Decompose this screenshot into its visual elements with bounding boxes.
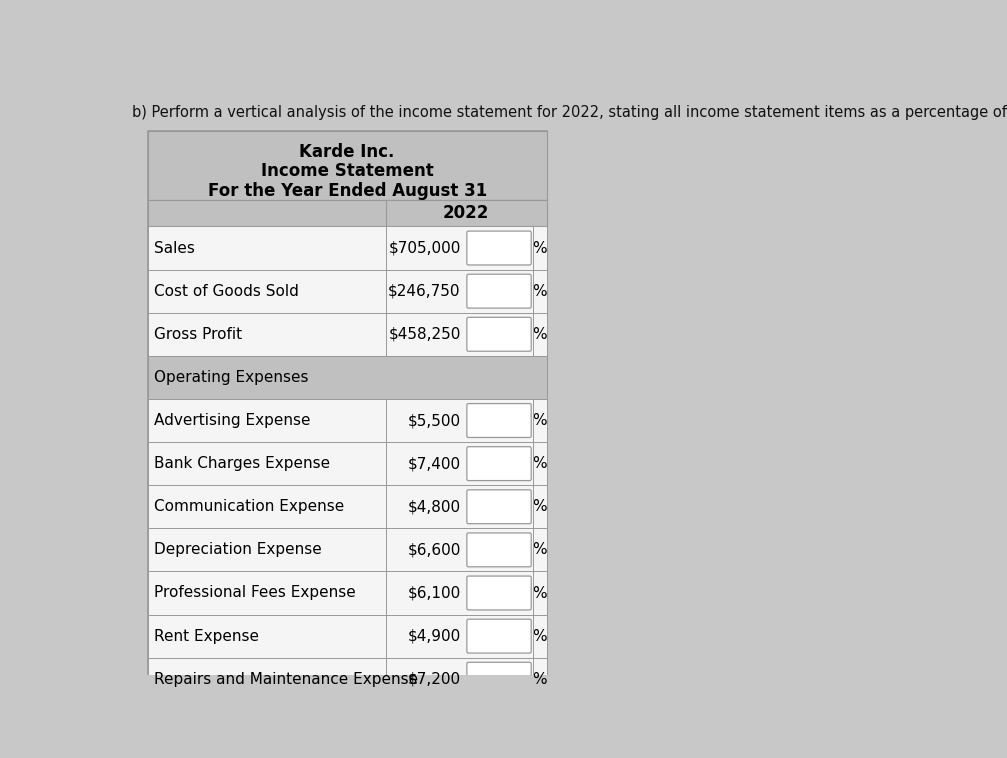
FancyBboxPatch shape xyxy=(467,318,532,351)
Text: %: % xyxy=(533,327,547,342)
FancyBboxPatch shape xyxy=(467,231,532,265)
Text: %: % xyxy=(533,456,547,471)
Text: %: % xyxy=(533,500,547,514)
Text: $458,250: $458,250 xyxy=(389,327,460,342)
Text: Cost of Goods Sold: Cost of Goods Sold xyxy=(154,283,299,299)
Text: $6,600: $6,600 xyxy=(407,543,460,557)
Text: Professional Fees Expense: Professional Fees Expense xyxy=(154,585,355,600)
Text: %: % xyxy=(533,240,547,255)
FancyBboxPatch shape xyxy=(467,490,532,524)
Text: %: % xyxy=(533,585,547,600)
Text: 2022: 2022 xyxy=(443,205,489,222)
FancyBboxPatch shape xyxy=(467,274,532,308)
Bar xyxy=(148,313,547,356)
FancyBboxPatch shape xyxy=(467,446,532,481)
Bar xyxy=(148,485,547,528)
Bar xyxy=(148,528,547,572)
FancyBboxPatch shape xyxy=(467,576,532,610)
Text: %: % xyxy=(533,283,547,299)
Bar xyxy=(148,356,547,399)
FancyBboxPatch shape xyxy=(467,533,532,567)
Text: For the Year Ended August 31: For the Year Ended August 31 xyxy=(207,182,486,200)
Text: Rent Expense: Rent Expense xyxy=(154,628,259,644)
Text: $4,900: $4,900 xyxy=(408,628,460,644)
Bar xyxy=(148,615,547,658)
Bar xyxy=(148,442,547,485)
Bar xyxy=(148,658,547,701)
FancyBboxPatch shape xyxy=(467,662,532,696)
Text: Income Statement: Income Statement xyxy=(261,161,433,180)
Text: $6,100: $6,100 xyxy=(408,585,460,600)
Bar xyxy=(148,572,547,615)
Text: $4,800: $4,800 xyxy=(408,500,460,514)
Bar xyxy=(148,227,547,270)
Text: %: % xyxy=(533,543,547,557)
Text: %: % xyxy=(533,628,547,644)
FancyBboxPatch shape xyxy=(467,619,532,653)
Bar xyxy=(148,399,547,442)
Text: $705,000: $705,000 xyxy=(389,240,460,255)
Text: Bank Charges Expense: Bank Charges Expense xyxy=(154,456,330,471)
Text: Sales: Sales xyxy=(154,240,194,255)
Text: $7,400: $7,400 xyxy=(408,456,460,471)
Text: Advertising Expense: Advertising Expense xyxy=(154,413,310,428)
Text: b) Perform a vertical analysis of the income statement for 2022, stating all inc: b) Perform a vertical analysis of the in… xyxy=(132,105,1007,120)
Text: $246,750: $246,750 xyxy=(388,283,460,299)
Bar xyxy=(148,131,547,200)
Text: Gross Profit: Gross Profit xyxy=(154,327,242,342)
Bar xyxy=(148,131,547,701)
Text: Depreciation Expense: Depreciation Expense xyxy=(154,543,321,557)
Text: $7,200: $7,200 xyxy=(408,672,460,687)
Text: $5,500: $5,500 xyxy=(408,413,460,428)
Bar xyxy=(386,200,547,227)
Text: Repairs and Maintenance Expense: Repairs and Maintenance Expense xyxy=(154,672,418,687)
Text: Karde Inc.: Karde Inc. xyxy=(299,143,395,161)
Bar xyxy=(148,200,547,227)
Text: Communication Expense: Communication Expense xyxy=(154,500,344,514)
FancyBboxPatch shape xyxy=(467,403,532,437)
Text: %: % xyxy=(533,413,547,428)
Text: Operating Expenses: Operating Expenses xyxy=(154,370,308,385)
Bar xyxy=(148,270,547,313)
Text: %: % xyxy=(533,672,547,687)
